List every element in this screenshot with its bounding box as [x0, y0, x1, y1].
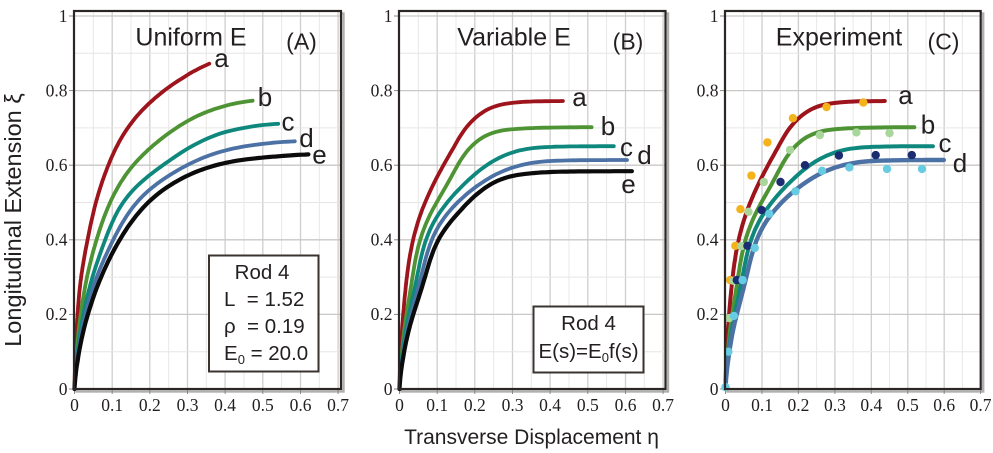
svg-text:0.6: 0.6 [46, 155, 68, 175]
svg-text:1: 1 [710, 6, 719, 26]
svg-text:0.2: 0.2 [697, 304, 719, 324]
svg-text:0.1: 0.1 [426, 395, 448, 415]
svg-text:L = 1.52: L = 1.52 [224, 288, 304, 311]
svg-text:0.5: 0.5 [897, 395, 919, 415]
svg-text:d: d [953, 148, 967, 178]
svg-text:c: c [282, 107, 295, 137]
svg-text:0.4: 0.4 [697, 230, 719, 250]
svg-text:0: 0 [384, 379, 393, 399]
svg-text:0.7: 0.7 [327, 395, 349, 415]
svg-text:0.5: 0.5 [252, 395, 274, 415]
svg-text:0.4: 0.4 [214, 395, 236, 415]
svg-text:1: 1 [59, 6, 68, 26]
svg-text:0.1: 0.1 [101, 395, 123, 415]
svg-text:0.4: 0.4 [539, 395, 561, 415]
svg-text:b: b [921, 110, 935, 140]
svg-text:Longitudinal Extension ξ: Longitudinal Extension ξ [0, 93, 26, 347]
svg-text:a: a [898, 80, 913, 110]
svg-text:ρ = 0.19: ρ = 0.19 [224, 315, 305, 338]
svg-text:0.6: 0.6 [290, 395, 312, 415]
svg-text:c: c [620, 132, 633, 162]
svg-text:0.7: 0.7 [652, 395, 674, 415]
svg-text:Uniform E: Uniform E [135, 24, 246, 52]
svg-text:0.6: 0.6 [615, 395, 637, 415]
svg-text:d: d [637, 140, 651, 170]
svg-text:Rod 4: Rod 4 [561, 312, 616, 335]
svg-text:a: a [214, 43, 229, 73]
svg-text:0.1: 0.1 [751, 395, 773, 415]
svg-text:Experiment: Experiment [776, 24, 902, 52]
svg-text:(C): (C) [928, 29, 960, 55]
svg-text:Rod 4: Rod 4 [235, 261, 290, 284]
svg-text:0.8: 0.8 [46, 80, 68, 100]
svg-text:0.2: 0.2 [464, 395, 486, 415]
svg-text:0.5: 0.5 [577, 395, 599, 415]
svg-text:0.3: 0.3 [177, 395, 199, 415]
svg-text:0.6: 0.6 [371, 155, 393, 175]
svg-text:0.4: 0.4 [860, 395, 882, 415]
svg-text:b: b [258, 82, 272, 112]
svg-text:b: b [601, 111, 615, 141]
svg-text:0.4: 0.4 [371, 230, 393, 250]
svg-text:c: c [939, 128, 952, 158]
svg-text:a: a [572, 82, 587, 112]
svg-text:0: 0 [70, 395, 79, 415]
svg-text:Variable E: Variable E [457, 24, 571, 52]
svg-text:0.3: 0.3 [824, 395, 846, 415]
svg-text:0.7: 0.7 [970, 395, 992, 415]
svg-text:0.3: 0.3 [502, 395, 524, 415]
svg-text:0.2: 0.2 [139, 395, 161, 415]
svg-text:E0 = 20.0: E0 = 20.0 [224, 342, 308, 367]
svg-text:0: 0 [721, 395, 730, 415]
svg-text:0.4: 0.4 [46, 230, 68, 250]
svg-text:(B): (B) [613, 29, 644, 55]
svg-text:E(s)=E0f(s): E(s)=E0f(s) [538, 340, 638, 365]
svg-text:e: e [312, 140, 326, 170]
svg-text:0.2: 0.2 [46, 304, 68, 324]
svg-text:0.6: 0.6 [933, 395, 955, 415]
svg-text:d: d [299, 123, 313, 153]
svg-text:(A): (A) [286, 29, 317, 55]
svg-text:0: 0 [395, 395, 404, 415]
svg-text:1: 1 [384, 6, 393, 26]
svg-text:0.6: 0.6 [697, 155, 719, 175]
svg-text:e: e [621, 169, 635, 199]
svg-text:0: 0 [710, 379, 719, 399]
svg-text:Transverse Displacement η: Transverse Displacement η [404, 426, 659, 449]
svg-text:0.2: 0.2 [787, 395, 809, 415]
svg-text:0.8: 0.8 [371, 80, 393, 100]
svg-text:0: 0 [59, 379, 68, 399]
svg-text:0.2: 0.2 [371, 304, 393, 324]
svg-text:0.8: 0.8 [697, 80, 719, 100]
